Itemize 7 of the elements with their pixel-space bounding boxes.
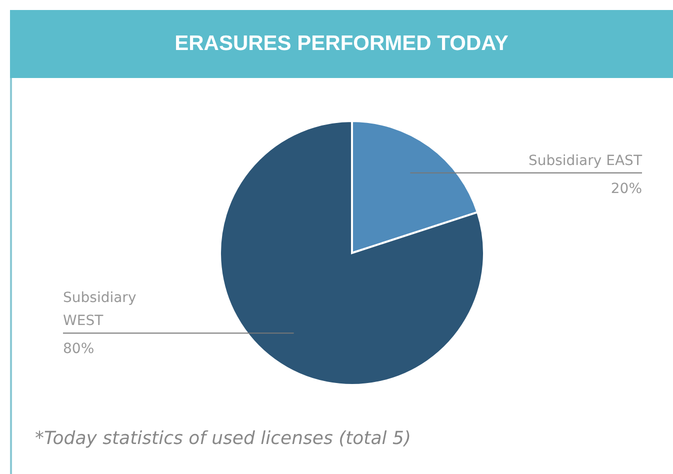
pie-slice bbox=[219, 120, 485, 386]
chart-title: ERASURES PERFORMED TODAY bbox=[174, 32, 508, 56]
data-label: 80% bbox=[63, 341, 94, 358]
text: *Today statistics of used licenses (total 5) bbox=[35, 428, 411, 449]
slice-label: Subsidiary EAST bbox=[528, 152, 642, 169]
data-label: 20% bbox=[610, 180, 642, 197]
slice-label: Subsidiary WEST bbox=[63, 290, 136, 330]
